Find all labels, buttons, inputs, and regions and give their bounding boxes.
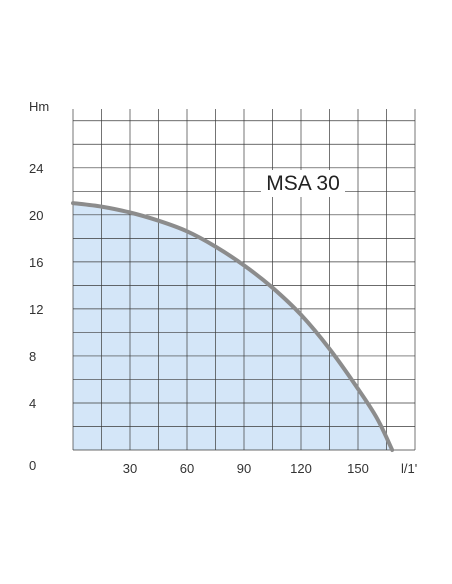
y-axis-label: Hm — [29, 99, 49, 114]
x-tick-label: 60 — [180, 461, 194, 476]
y-tick-label: 12 — [29, 302, 43, 317]
x-tick-label: 30 — [123, 461, 137, 476]
y-tick-label: 4 — [29, 396, 36, 411]
x-axis-label: l/1' — [401, 461, 417, 476]
y-tick-label: 20 — [29, 208, 43, 223]
title-background — [261, 170, 345, 197]
area-layer — [73, 203, 393, 450]
y-tick-label: 24 — [29, 161, 43, 176]
x-tick-label: 150 — [347, 461, 369, 476]
operating-area — [73, 203, 393, 450]
y-tick-label: 8 — [29, 349, 36, 364]
label-layer: 4 8 12 16 20 24 Hm 0 30 60 90 120 150 l/1' MSA 30 — [29, 99, 417, 476]
y-tick-label: 16 — [29, 255, 43, 270]
performance-curve — [71, 201, 395, 452]
grid-layer — [72, 109, 416, 451]
x-tick-label: 120 — [290, 461, 312, 476]
x-tick-label: 90 — [237, 461, 251, 476]
curve-layer — [71, 201, 395, 452]
origin-label: 0 — [29, 458, 36, 473]
chart-title: MSA 30 — [266, 172, 340, 195]
